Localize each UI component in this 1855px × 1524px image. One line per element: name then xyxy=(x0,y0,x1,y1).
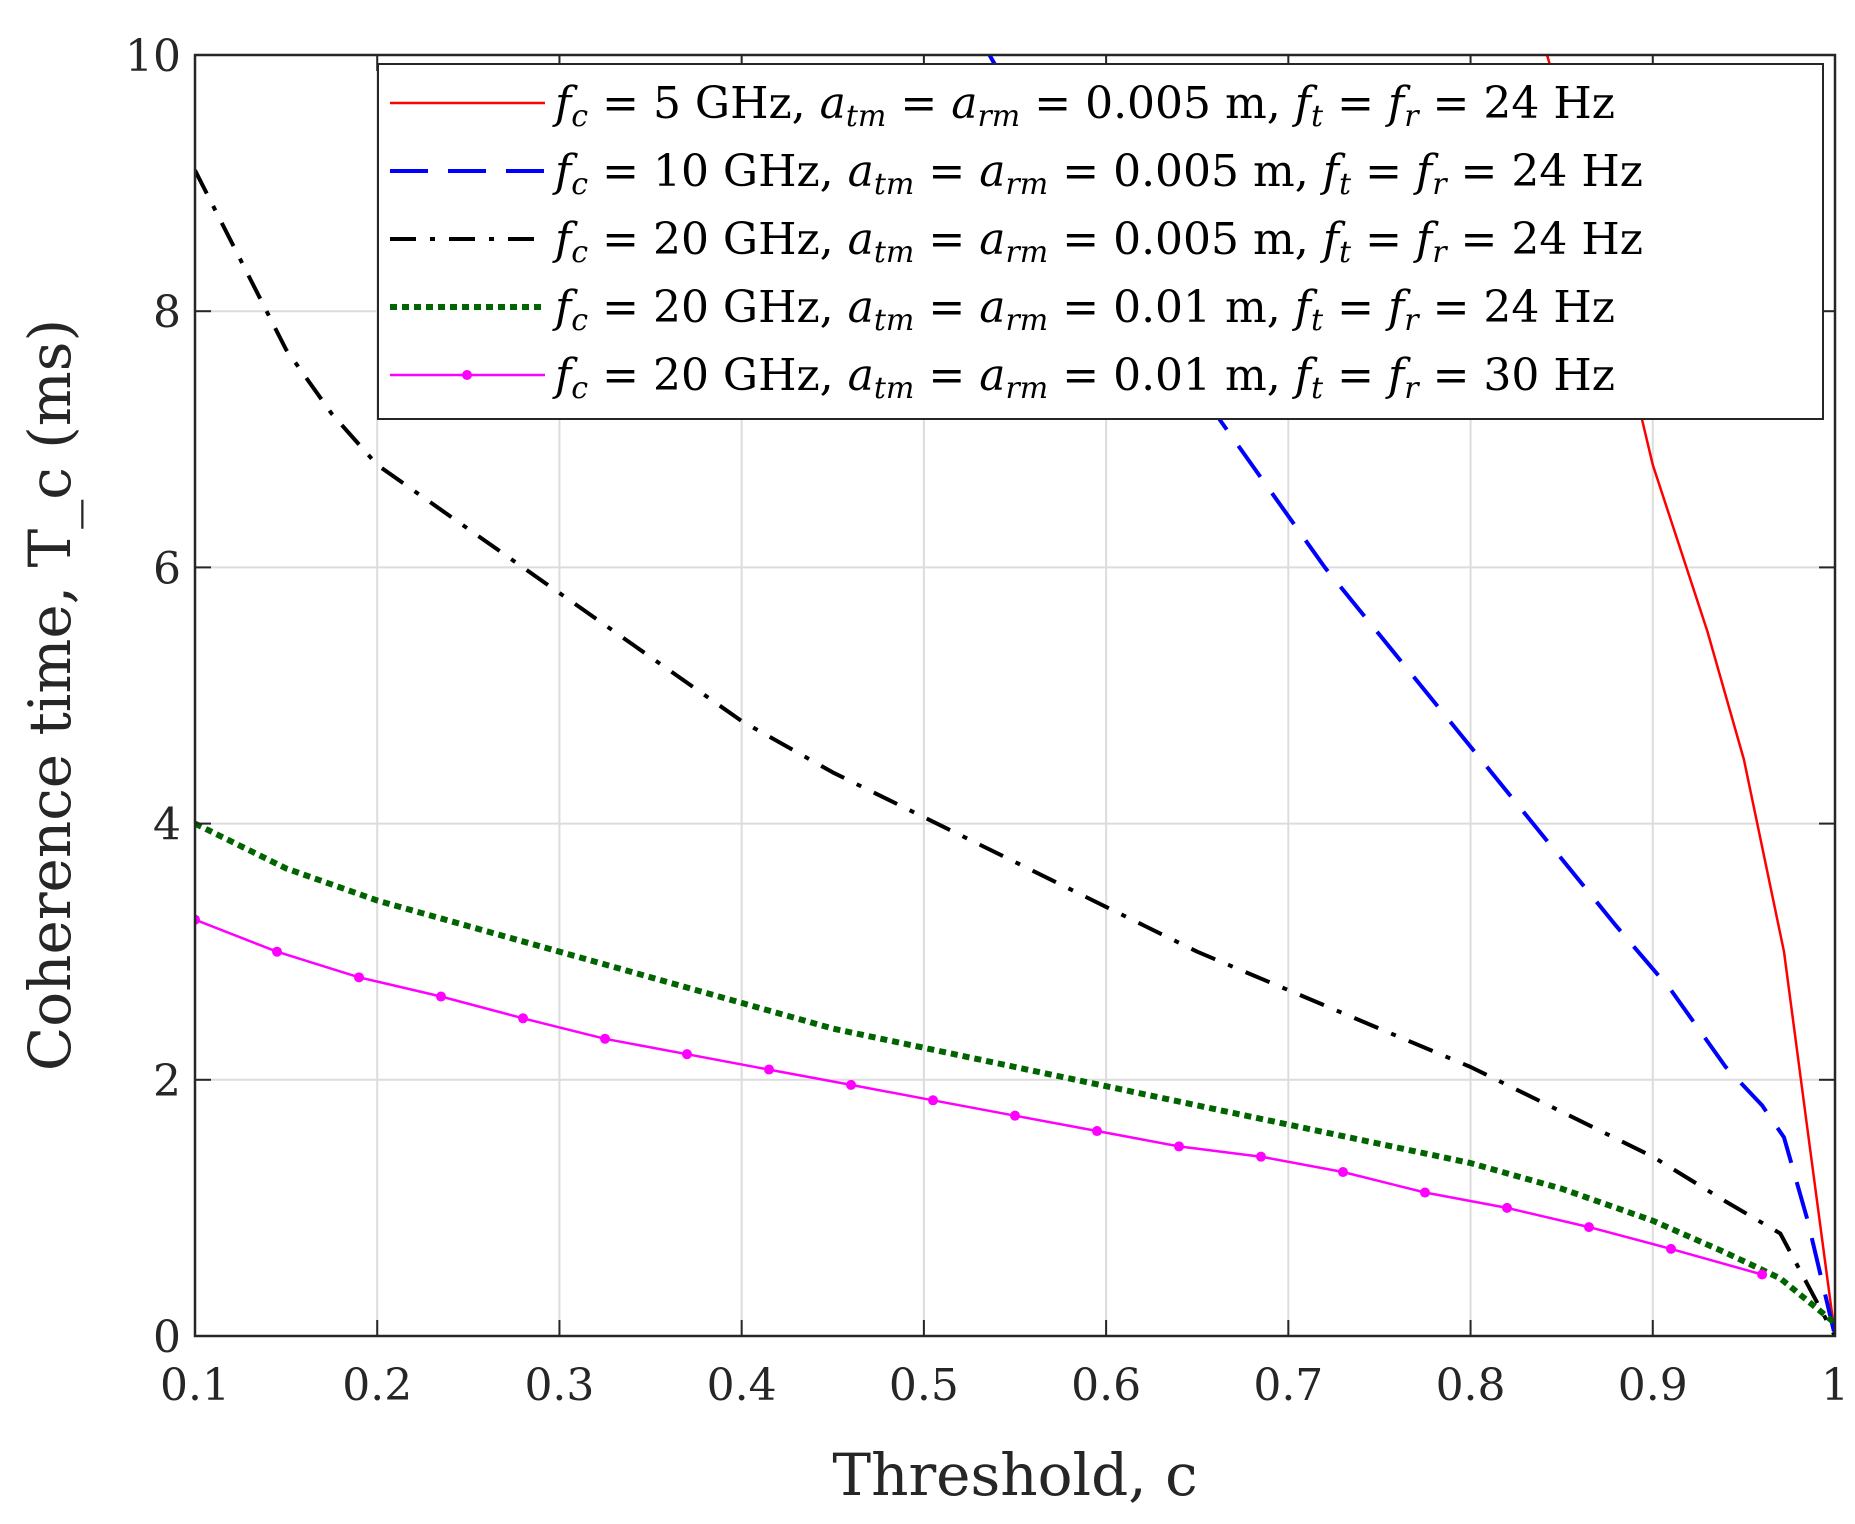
data-point xyxy=(518,1013,528,1024)
series-3 xyxy=(195,169,1835,1336)
series-line xyxy=(195,918,1763,1276)
series-4 xyxy=(195,820,1835,1326)
series-5 xyxy=(195,914,1768,1280)
legend-label: fc = 20 GHz, atm = arm = 0.01 m, ft = fr… xyxy=(552,350,1615,406)
data-point xyxy=(1092,1126,1102,1137)
x-tick-label: 0.7 xyxy=(1253,1360,1323,1411)
x-tick-label: 0.4 xyxy=(707,1360,777,1411)
x-tick-labels: 0.1 0.2 0.3 0.4 0.5 0.6 0.7 0.8 0.9 1 xyxy=(160,1360,1849,1411)
data-point xyxy=(354,972,364,983)
legend-label: fc = 20 GHz, atm = arm = 0.005 m, ft = f… xyxy=(552,214,1643,270)
data-point xyxy=(1338,1167,1348,1178)
x-axis-title: Threshold, c xyxy=(832,1441,1197,1509)
y-tick-labels: 0 2 4 6 8 10 xyxy=(125,31,181,1363)
y-tick-label: 4 xyxy=(153,800,181,851)
y-tick-label: 8 xyxy=(153,287,181,338)
legend-entry: fc = 5 GHz, atm = arm = 0.005 m, ft = fr… xyxy=(390,78,1615,134)
data-point xyxy=(1757,1269,1768,1280)
legend-label: fc = 10 GHz, atm = arm = 0.005 m, ft = f… xyxy=(552,146,1643,202)
data-point xyxy=(764,1064,774,1075)
x-tick-label: 0.8 xyxy=(1436,1360,1506,1411)
legend-entry: fc = 20 GHz, atm = arm = 0.01 m, ft = fr… xyxy=(390,282,1615,338)
x-tick-label: 0.1 xyxy=(160,1360,230,1411)
legend-label: fc = 5 GHz, atm = arm = 0.005 m, ft = fr… xyxy=(552,78,1615,134)
data-point xyxy=(682,1049,692,1060)
x-tick-label: 0.2 xyxy=(342,1360,412,1411)
x-tick-label: 0.6 xyxy=(1071,1360,1141,1411)
data-point xyxy=(600,1033,610,1044)
y-tick-label: 10 xyxy=(125,31,181,82)
data-point xyxy=(436,991,446,1002)
legend-marker xyxy=(462,370,472,380)
series-line xyxy=(195,820,1835,1326)
data-point xyxy=(846,1079,856,1090)
x-tick-label: 1 xyxy=(1821,1360,1849,1411)
y-tick-label: 6 xyxy=(153,543,181,594)
x-tick-label: 0.5 xyxy=(889,1360,959,1411)
data-point xyxy=(1584,1222,1594,1233)
legend-label: fc = 20 GHz, atm = arm = 0.01 m, ft = fr… xyxy=(552,282,1615,338)
legend-box xyxy=(377,63,1824,420)
data-point xyxy=(272,946,282,957)
data-point xyxy=(928,1095,938,1106)
y-tick-label: 0 xyxy=(153,1312,181,1363)
legend-entry: fc = 10 GHz, atm = arm = 0.005 m, ft = f… xyxy=(390,146,1643,202)
x-tick-label: 0.3 xyxy=(524,1360,594,1411)
data-point xyxy=(1256,1151,1266,1162)
plot-frame xyxy=(193,53,1837,1338)
data-point xyxy=(1502,1202,1512,1213)
series-line xyxy=(195,169,1835,1336)
data-point xyxy=(1010,1110,1020,1121)
y-tick-label: 2 xyxy=(153,1056,181,1107)
legend: fc = 5 GHz, atm = arm = 0.005 m, ft = fr… xyxy=(377,63,1824,420)
data-point xyxy=(1666,1243,1676,1254)
x-tick-label: 0.9 xyxy=(1618,1360,1688,1411)
axis-ticks xyxy=(194,54,1836,1337)
data-point xyxy=(1174,1141,1184,1152)
y-axis-title: Coherence time, T_c (ms) xyxy=(16,319,84,1071)
data-point xyxy=(1420,1187,1430,1198)
